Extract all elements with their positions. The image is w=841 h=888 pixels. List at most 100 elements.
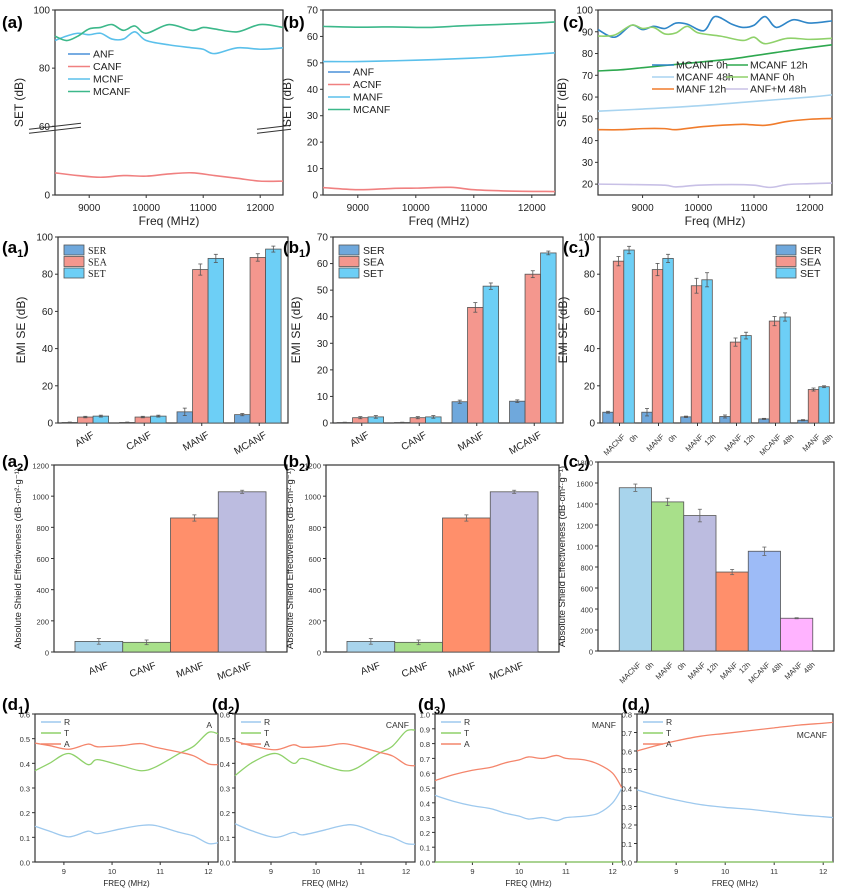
y-tick-label: 0.5 [20,735,30,744]
x-tick-label: 10 [312,867,320,876]
x-tick-label: 12000 [246,203,274,214]
series-line-r [636,789,834,819]
y-tick-label: 10 [317,392,329,403]
series-line-t [34,731,219,772]
bar-set [740,335,752,424]
y-tick-label: 1400 [576,501,593,510]
y-tick-label: 80 [39,64,51,75]
y-tick-label: 0.7 [420,755,430,764]
y-tick-label: 40 [42,344,54,355]
bar-ser [451,401,468,424]
panel-label: (d2) [212,695,240,717]
y-tick-label: 60 [317,259,329,270]
axis-break-mark [256,128,292,134]
legend-label: ACNF [353,79,382,91]
x-axis-label: Freq (MHz) [139,214,200,228]
bar-set [540,252,557,424]
panel-label: (d4) [622,695,650,717]
y-axis-label: SET (dB) [12,78,26,127]
x-tick-label: CANF [400,660,429,680]
legend-label: MCANF [93,86,130,98]
y-tick-label: 70 [317,233,329,244]
chart-a: (a)060801009000100001100012000Freq (MHz)… [2,6,292,228]
y-tick-label: 0.2 [20,809,30,818]
axis-break-mark [28,122,82,130]
x-tick-label: 10000 [132,203,160,214]
legend-label: SER [88,246,107,257]
y-tick-label: 60 [582,93,594,104]
x-axis-label: Freq (MHz) [409,214,470,228]
y-tick-label: 1800 [576,459,593,468]
bar-sea [524,273,541,424]
x-tick-label: ANF [348,430,371,450]
x-tick-label: MCANF48h [758,426,796,464]
series-line-t [234,729,416,777]
x-tick-label: MANF12h [718,654,752,688]
x-tick-label: MANF12h [684,426,718,460]
legend-label: MCANF [353,104,390,116]
panel-label: (c) [563,13,584,32]
y-tick-label: 10 [307,164,319,175]
y-tick-label: 1000 [32,493,49,502]
x-tick-label: MANF12h [723,426,757,460]
y-axis-label: Absolute Shield Effectiveness (dB·cm²·g⁻… [285,468,296,649]
legend-label: ANF [93,49,114,61]
series-line-anf-m-48h [597,182,833,189]
bar-set [818,386,830,424]
legend-swatch [775,244,797,256]
legend-label: SEA [800,257,821,269]
y-tick-label: 200 [308,617,321,626]
y-tick-label: 0.4 [622,785,632,794]
y-tick-label: 50 [307,58,319,69]
y-tick-label: 800 [36,524,49,533]
y-tick-label: 0 [312,191,318,202]
legend-swatch [775,267,797,279]
plot-frame [34,713,219,863]
x-tick-label: 12 [819,867,827,876]
x-tick-label: 11000 [190,203,218,214]
legend-label: SER [363,245,385,257]
y-axis-label: SET (dB) [280,78,294,127]
x-tick-label: MCANF48h [747,654,785,692]
bar [489,491,539,653]
legend-swatch [338,267,360,279]
plot-frame [332,236,564,424]
bar-sea [807,389,820,424]
panel-label: (a1) [2,238,29,260]
bar-set [701,279,713,424]
y-tick-label: 80 [584,270,596,281]
bar-sea [192,269,209,424]
chart-d3: (d3) 0.0 0.1 0.2 0.3 0.4 0.5 0.6 0.7 0.8 0.9 1.0 9 10… [418,695,623,888]
series-line-mcanf-48h [597,94,833,113]
y-tick-label: 0.5 [220,735,230,744]
chart-d2: (d2) 0.0 0.1 0.2 0.3 0.4 0.5 0.6 9 10 11 12 FREQ (MH… [212,695,416,888]
y-tick-label: 40 [317,312,329,323]
legend-label: SET [88,269,106,280]
y-tick-label: 0.1 [622,840,632,849]
x-tick-label: CANF [400,430,429,453]
annotation-label: MANF [592,720,616,730]
series-line-a [34,742,219,766]
plot-frame [599,236,835,424]
x-tick-label: 10000 [402,203,430,214]
legend-label: SET [800,268,821,280]
series-line-a [234,740,416,767]
y-tick-label: 0.8 [622,711,632,720]
legend-label: R [666,717,672,727]
legend-label: A [64,739,70,749]
bar [683,515,717,652]
x-tick-label: CANF [128,660,157,680]
y-tick-label: 0.4 [220,760,230,769]
x-tick-label: 11 [562,867,570,876]
panel-label: (b) [283,13,305,32]
x-tick-label: ANF [87,660,110,677]
legend-label: CANF [93,61,122,73]
bar [217,491,267,653]
y-tick-label: 1200 [576,522,593,531]
y-tick-label: 30 [317,339,329,350]
y-tick-label: 1000 [304,493,321,502]
x-tick-label: 11 [156,867,164,876]
x-tick-label: 10000 [684,203,712,214]
x-axis-label: FREQ (MHz) [505,879,552,888]
x-tick-label: MANF0h [645,426,679,460]
